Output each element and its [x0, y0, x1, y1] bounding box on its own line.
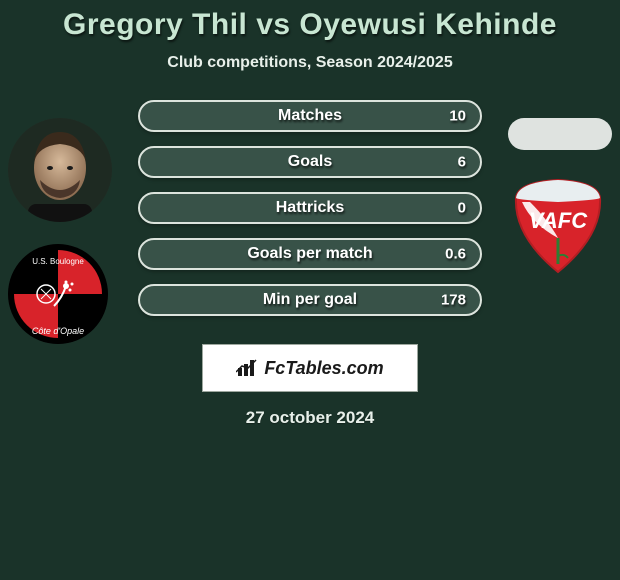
stat-label: Matches [278, 107, 342, 125]
stat-label: Goals per match [247, 245, 372, 263]
stat-value-right: 0 [458, 200, 466, 217]
bar-chart-icon [236, 358, 258, 378]
stat-bar-hattricks: Hattricks 0 [138, 192, 482, 224]
date-line: 27 october 2024 [0, 408, 620, 428]
player-left-club-badge: U.S. Boulogne Côte d'Opale [8, 244, 108, 344]
right-column: VAFC [508, 118, 612, 276]
stat-label: Min per goal [263, 291, 357, 309]
stat-bar-min-per-goal: Min per goal 178 [138, 284, 482, 316]
club-right-text: VAFC [529, 208, 588, 233]
brand-box[interactable]: FcTables.com [202, 344, 418, 392]
club-left-text-top: U.S. Boulogne [32, 257, 84, 266]
page-title: Gregory Thil vs Oyewusi Kehinde [0, 8, 620, 42]
player-left-photo [8, 118, 112, 222]
stat-bar-goals: Goals 6 [138, 146, 482, 178]
club-left-text-bottom: Côte d'Opale [32, 326, 84, 336]
stat-bar-goals-per-match: Goals per match 0.6 [138, 238, 482, 270]
brand-text: FcTables.com [264, 358, 383, 379]
stat-bar-matches: Matches 10 [138, 100, 482, 132]
subtitle: Club competitions, Season 2024/2025 [0, 54, 620, 72]
stat-label: Hattricks [276, 199, 344, 217]
stat-value-right: 0.6 [445, 246, 466, 263]
stat-label: Goals [288, 153, 332, 171]
stats-bars: Matches 10 Goals 6 Hattricks 0 Goals per… [138, 100, 482, 316]
player-right-club-badge: VAFC [508, 176, 608, 276]
stat-value-right: 178 [441, 292, 466, 309]
stat-value-right: 6 [458, 154, 466, 171]
stat-value-right: 10 [449, 108, 466, 125]
left-column: U.S. Boulogne Côte d'Opale [8, 118, 112, 344]
player-right-photo-placeholder [508, 118, 612, 150]
